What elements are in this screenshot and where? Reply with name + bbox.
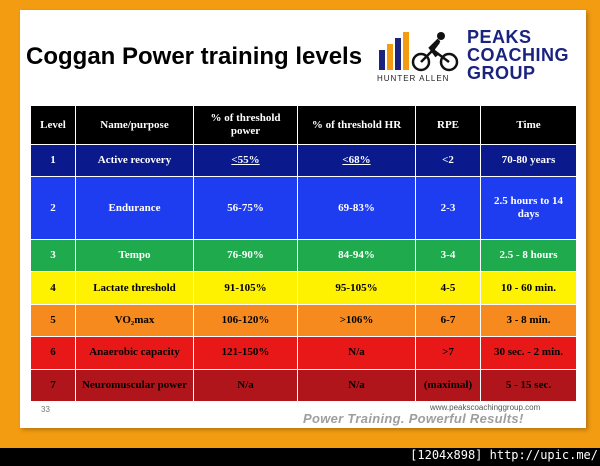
power-cell: <55%	[193, 143, 298, 178]
table-row: 4 Lactate threshold 91-105% 95-105% 4-5 …	[30, 271, 577, 305]
table-row: 2 Endurance 56-75% 69-83% 2-3 2.5 hours …	[30, 176, 577, 240]
rpe-cell: >7	[415, 336, 481, 370]
power-cell: N/a	[193, 368, 298, 403]
website-url: www.peakscoachinggroup.com	[430, 403, 541, 412]
table-row: 1 Active recovery <55% <68% <2 70-80 yea…	[30, 143, 577, 178]
cyclist-logo-icon	[379, 32, 459, 72]
header-name: Name/purpose	[75, 105, 194, 145]
hr-cell: <68%	[297, 143, 416, 178]
power-cell: 91-105%	[193, 271, 298, 305]
hr-cell: >106%	[297, 303, 416, 338]
name-cell: Anaerobic capacity	[75, 336, 194, 370]
name-cell: Lactate threshold	[75, 271, 194, 305]
power-cell: 106-120%	[193, 303, 298, 338]
header-level: Level	[30, 105, 76, 145]
table-row: 3 Tempo 76-90% 84-94% 3-4 2.5 - 8 hours	[30, 238, 577, 273]
table-row: 5 VO₂max 106-120% >106% 6-7 3 - 8 min.	[30, 303, 577, 338]
table-row: 7 Neuromuscular power N/a N/a (maximal) …	[30, 368, 577, 403]
table-row: 6 Anaerobic capacity 121-150% N/a >7 30 …	[30, 336, 577, 370]
page-number: 33	[41, 405, 50, 414]
time-cell: 2.5 hours to 14 days	[480, 176, 577, 240]
time-cell: 2.5 - 8 hours	[480, 238, 577, 273]
slide-title: Coggan Power training levels	[26, 43, 363, 70]
time-cell: 70-80 years	[480, 143, 577, 178]
power-cell: 121-150%	[193, 336, 298, 370]
name-cell: Tempo	[75, 238, 194, 273]
rpe-cell: 3-4	[415, 238, 481, 273]
hr-cell: 95-105%	[297, 271, 416, 305]
table-header-row: Level Name/purpose % of threshold power …	[30, 105, 577, 145]
logo-line-1: PEAKS	[467, 27, 532, 47]
peaks-coaching-logo: PEAKS COACHING GROUP HUNTER ALLEN	[377, 28, 577, 90]
rpe-cell: (maximal)	[415, 368, 481, 403]
level-cell: 6	[30, 336, 76, 370]
power-cell: 56-75%	[193, 176, 298, 240]
logo-wordmark: PEAKS COACHING GROUP	[467, 28, 569, 82]
level-cell: 4	[30, 271, 76, 305]
time-cell: 3 - 8 min.	[480, 303, 577, 338]
name-cell: Endurance	[75, 176, 194, 240]
rpe-cell: 2-3	[415, 176, 481, 240]
upic-watermark: [1204x898] http://upic.me/	[410, 448, 598, 462]
logo-line-2: COACHING	[467, 45, 569, 65]
header-rpe: RPE	[415, 105, 481, 145]
power-levels-table: Level Name/purpose % of threshold power …	[30, 105, 577, 403]
time-cell: 30 sec. - 2 min.	[480, 336, 577, 370]
rpe-cell: 6-7	[415, 303, 481, 338]
hr-cell: 84-94%	[297, 238, 416, 273]
hr-cell: N/a	[297, 368, 416, 403]
rpe-cell: 4-5	[415, 271, 481, 305]
time-cell: 10 - 60 min.	[480, 271, 577, 305]
power-cell: 76-90%	[193, 238, 298, 273]
name-cell: Active recovery	[75, 143, 194, 178]
logo-line-3: GROUP	[467, 63, 536, 83]
tagline: Power Training. Powerful Results!	[303, 411, 524, 426]
level-cell: 1	[30, 143, 76, 178]
level-cell: 2	[30, 176, 76, 240]
level-cell: 7	[30, 368, 76, 403]
name-cell: Neuromuscular power	[75, 368, 194, 403]
header-hr: % of threshold HR	[297, 105, 416, 145]
slide: Coggan Power training levels PEAKS COACH…	[20, 10, 586, 428]
rpe-cell: <2	[415, 143, 481, 178]
logo-byline: HUNTER ALLEN	[377, 74, 450, 83]
level-cell: 5	[30, 303, 76, 338]
header-power: % of threshold power	[193, 105, 298, 145]
time-cell: 5 - 15 sec.	[480, 368, 577, 403]
hr-cell: N/a	[297, 336, 416, 370]
hr-cell: 69-83%	[297, 176, 416, 240]
name-cell: VO₂max	[75, 303, 194, 338]
header-time: Time	[480, 105, 577, 145]
level-cell: 3	[30, 238, 76, 273]
